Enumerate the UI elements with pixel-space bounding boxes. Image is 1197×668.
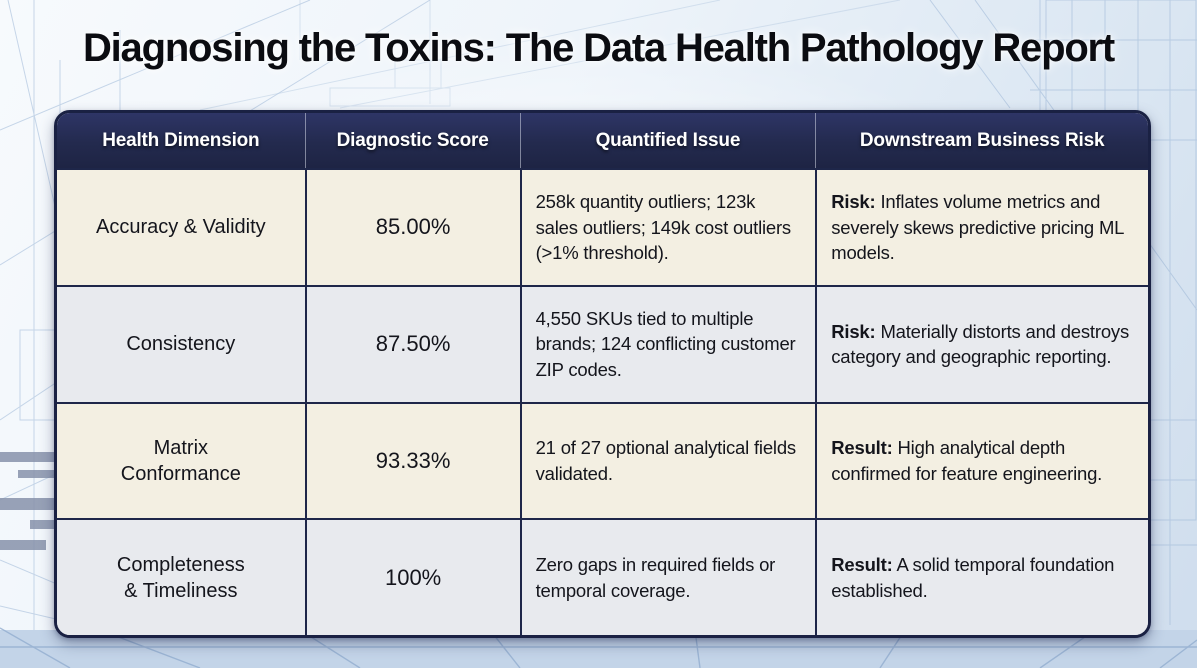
risk-text: Materially distorts and destroys categor… — [831, 320, 1130, 368]
cell-risk: Result: High analytical depth confirmed … — [815, 401, 1148, 519]
cell-dimension: Accuracy & Validity — [57, 168, 305, 285]
result-label: Result: — [831, 437, 893, 459]
cell-dimension: Completeness & Timeliness — [57, 518, 305, 635]
column-header-issue: Quantified Issue — [519, 113, 816, 168]
page-title: Diagnosing the Toxins: The Data Health P… — [82, 26, 1115, 70]
cell-risk: Risk: Inflates volume metrics and severe… — [815, 168, 1148, 285]
risk-label: Risk: — [831, 320, 876, 342]
column-header-dimension: Health Dimension — [57, 113, 305, 168]
cell-issue: 4,550 SKUs tied to multiple brands; 124 … — [519, 284, 816, 402]
cell-issue: Zero gaps in required fields or temporal… — [519, 518, 816, 635]
risk-text: Inflates volume metrics and severely ske… — [831, 191, 1124, 264]
cell-score: 93.33% — [304, 401, 520, 519]
cell-issue: 258k quantity outliers; 123k sales outli… — [519, 168, 816, 285]
cell-risk: Risk: Materially distorts and destroys c… — [815, 284, 1148, 402]
cell-score: 100% — [304, 518, 520, 635]
cell-issue: 21 of 27 optional analytical fields vali… — [519, 401, 816, 519]
result-label: Result: — [831, 554, 893, 576]
cell-score: 85.00% — [304, 168, 520, 285]
column-header-score: Diagnostic Score — [304, 113, 520, 168]
cell-risk: Result: A solid temporal foundation esta… — [815, 518, 1148, 635]
cell-dimension: Consistency — [57, 284, 305, 402]
cell-dimension: Matrix Conformance — [57, 401, 305, 519]
risk-label: Risk: — [831, 191, 876, 213]
cell-score: 87.50% — [304, 284, 520, 402]
pathology-table: Health Dimension Diagnostic Score Quanti… — [54, 110, 1151, 638]
column-header-risk: Downstream Business Risk — [815, 113, 1148, 168]
